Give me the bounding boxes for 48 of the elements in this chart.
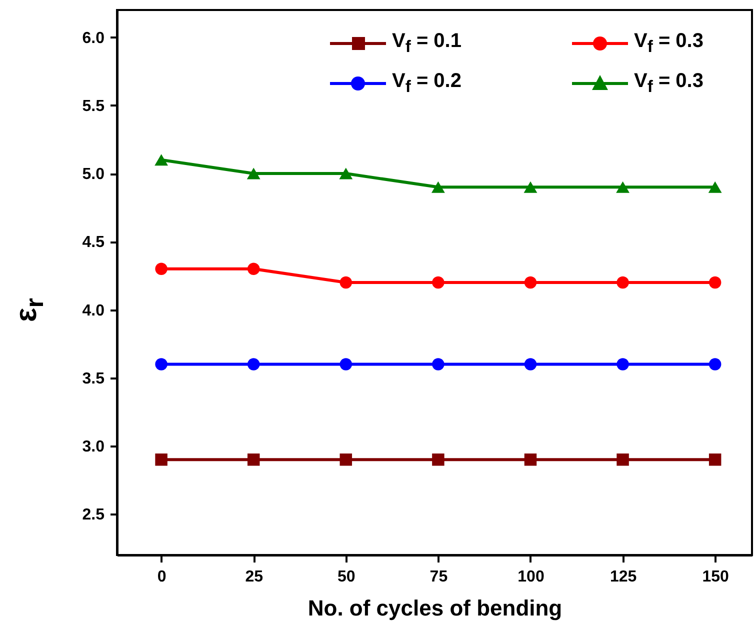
legend-label: V$_{f}$ = 0.3	[634, 70, 704, 97]
point	[708, 358, 722, 370]
point	[524, 358, 537, 370]
y-tick-label: 3.0	[82, 438, 105, 456]
point	[155, 262, 168, 275]
point	[524, 276, 537, 289]
y-tick-label: 6.0	[82, 30, 105, 47]
x-tick-label: 75	[430, 568, 448, 586]
point	[432, 358, 444, 370]
y-tick-label: 4.0	[82, 302, 105, 320]
point	[524, 181, 538, 193]
point	[339, 168, 353, 180]
point	[616, 358, 629, 370]
y-tick-label: 4.5	[82, 234, 105, 252]
x-tick-label: 25	[245, 568, 264, 586]
y-tick-label: 2.5	[82, 506, 105, 524]
point	[708, 181, 722, 193]
point	[708, 276, 722, 289]
point	[432, 276, 444, 289]
point	[524, 454, 537, 466]
y-tick-label: 5.5	[82, 98, 105, 115]
y-tick-label: 5.0	[82, 166, 105, 183]
point	[432, 454, 444, 466]
x-tick-label: 100	[518, 568, 544, 586]
point	[154, 154, 168, 166]
point	[155, 358, 168, 370]
point	[340, 276, 352, 289]
point	[247, 358, 260, 370]
x-tick-label: 125	[610, 568, 637, 586]
point	[246, 168, 260, 180]
y-tick-label: 3.5	[82, 370, 105, 388]
point	[616, 181, 630, 193]
point	[247, 454, 260, 466]
point	[340, 358, 352, 370]
x-tick-label: 50	[337, 568, 356, 586]
point	[431, 181, 445, 193]
x-axis-title: No. of cycles of bending	[308, 596, 562, 620]
point	[247, 262, 260, 275]
point	[708, 454, 722, 466]
point	[155, 454, 168, 466]
point	[340, 454, 352, 466]
legend-label: V$_{f}$ = 0.1	[392, 30, 462, 57]
point	[616, 454, 629, 466]
x-tick-label: 0	[157, 568, 166, 586]
point	[616, 276, 629, 289]
x-tick-label: 150	[702, 568, 730, 586]
legend-label: V$_{f}$ = 0.2	[392, 70, 462, 97]
legend-label: V$_{f}$ = 0.3	[634, 30, 704, 57]
